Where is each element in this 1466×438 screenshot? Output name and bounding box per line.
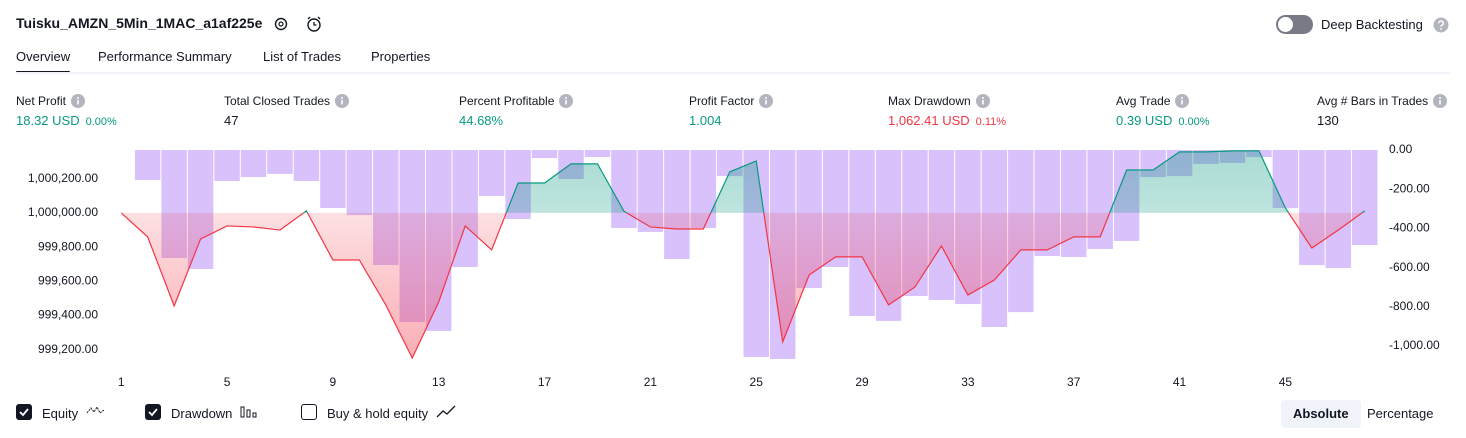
equity-line-positive	[121, 150, 1366, 213]
drawdown-bar	[293, 150, 320, 181]
drawdown-bar	[320, 150, 346, 209]
x-tick-label: 41	[1173, 375, 1187, 389]
metric-label: Avg # Bars in Trades	[1317, 94, 1429, 108]
legend-label: Equity	[42, 406, 79, 421]
x-tick-label: 17	[538, 375, 552, 389]
deep-backtesting-toggle[interactable]	[1276, 15, 1313, 34]
x-tick-label: 9	[330, 375, 337, 389]
drawdown-bar	[664, 150, 690, 259]
x-tick-label: 45	[1279, 375, 1293, 389]
metric-value: 130	[1317, 113, 1339, 128]
drawdown-bar	[531, 150, 558, 159]
info-icon[interactable]	[559, 94, 574, 108]
metric-value: 0.39 USD 0.00%	[1116, 113, 1210, 128]
legend-label: Drawdown	[171, 406, 233, 421]
metric-value: 1.004	[689, 113, 722, 128]
info-icon[interactable]	[975, 94, 990, 108]
title-icons[interactable]	[270, 13, 330, 35]
tab[interactable]: Performance Summary	[98, 49, 232, 64]
drawdown-bar	[214, 150, 240, 181]
x-tick-label: 25	[750, 375, 764, 389]
legend-icon	[86, 405, 105, 414]
metric-label: Total Closed Trades	[224, 94, 331, 108]
x-tick-label: 1	[118, 375, 125, 389]
scale-button[interactable]: Percentage	[1367, 406, 1434, 421]
equity-line-negative	[120, 212, 1363, 360]
y-tick-label: 999,400.00	[38, 308, 98, 322]
drawdown-bar	[267, 150, 293, 174]
help-icon[interactable]	[1433, 17, 1449, 33]
info-icon[interactable]	[1175, 94, 1190, 108]
y-tick-label: 999,600.00	[38, 274, 98, 288]
x-tick-label: 33	[961, 375, 975, 389]
metric-label: Percent Profitable	[459, 94, 555, 108]
y-tick-label: 999,800.00	[38, 239, 98, 253]
x-tick-label: 5	[224, 375, 231, 389]
info-icon[interactable]	[71, 94, 86, 108]
legend-icon	[240, 406, 257, 418]
metric-label: Profit Factor	[689, 94, 755, 108]
equity-area-positive	[303, 150, 1365, 213]
chart: 999,200.00 999,400.00 999,600.00 999,800.00…	[28, 142, 1440, 389]
metric-value: 44.68%	[459, 113, 504, 128]
y2-tick-label: -1,000.00	[1389, 338, 1440, 352]
drawdown-bar	[478, 150, 505, 197]
tab[interactable]: Overview	[16, 49, 71, 64]
y-tick-label: 1,000,200.00	[28, 171, 98, 185]
legend-checkbox[interactable]	[145, 404, 161, 420]
scale-button[interactable]: Absolute	[1281, 400, 1361, 428]
metric-change: 0.00%	[85, 116, 117, 128]
tab[interactable]: Properties	[371, 49, 431, 64]
drawdown-bar	[240, 150, 267, 178]
metric-change: 0.00%	[1178, 116, 1210, 128]
y2-tick-label: 0.00	[1389, 142, 1413, 156]
x-tick-label: 37	[1067, 375, 1081, 389]
metric-value: 18.32 USD 0.00%	[16, 113, 117, 128]
info-icon[interactable]	[1433, 94, 1448, 108]
legend-icon	[436, 405, 456, 418]
drawdown-bar	[1352, 150, 1378, 246]
legend-checkbox[interactable]	[16, 404, 32, 420]
tab-divider	[16, 72, 1450, 74]
y-tick-label: 1,000,000.00	[28, 205, 98, 219]
x-tick-label: 13	[432, 375, 446, 389]
y2-tick-label: -200.00	[1389, 181, 1430, 195]
drawdown-bar	[584, 150, 611, 158]
metric-label: Net Profit	[16, 94, 67, 108]
metric-change: 0.11%	[975, 116, 1007, 128]
y2-tick-label: -800.00	[1389, 299, 1430, 313]
x-tick-label: 21	[644, 375, 658, 389]
drawdown-bar	[346, 150, 373, 216]
y2-tick-label: -600.00	[1389, 260, 1430, 274]
metric-value: 1,062.41 USD 0.11%	[888, 113, 1007, 128]
y-tick-label: 999,200.00	[38, 342, 98, 356]
metric-label: Max Drawdown	[888, 94, 971, 108]
info-icon[interactable]	[335, 94, 350, 108]
legend-checkbox[interactable]	[301, 404, 317, 420]
y2-tick-label: -400.00	[1389, 221, 1430, 235]
equity-area-negative	[121, 212, 1365, 358]
drawdown-bar	[134, 150, 161, 180]
metric-label: Avg Trade	[1116, 94, 1171, 108]
tab[interactable]: List of Trades	[263, 49, 342, 64]
legend-label: Buy & hold equity	[327, 406, 429, 421]
info-icon[interactable]	[759, 94, 774, 108]
drawdown-bar	[1325, 150, 1352, 268]
x-tick-label: 29	[855, 375, 869, 389]
deep-backtesting-label: Deep Backtesting	[1321, 17, 1423, 32]
strategy-title: Tuisku_AMZN_5Min_1MAC_a1af225e	[16, 15, 263, 31]
metric-value: 47	[224, 113, 239, 128]
